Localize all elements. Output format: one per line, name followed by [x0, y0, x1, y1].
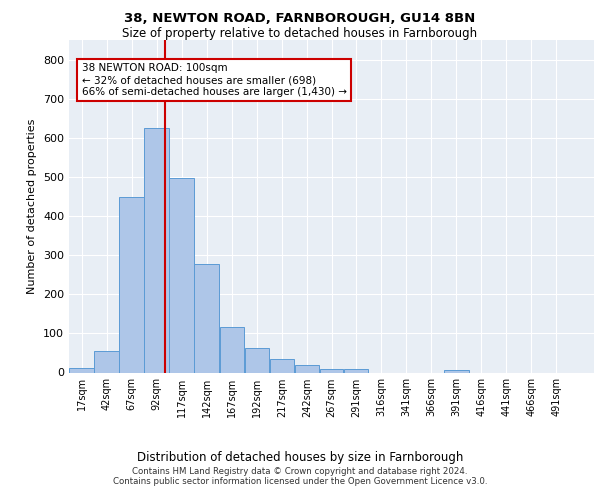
Bar: [169, 178, 194, 372]
Bar: [194, 264, 219, 372]
Bar: [94, 351, 119, 372]
Text: 38, NEWTON ROAD, FARNBOROUGH, GU14 8BN: 38, NEWTON ROAD, FARNBOROUGH, GU14 8BN: [124, 12, 476, 26]
Bar: [269, 359, 294, 372]
Bar: [344, 370, 368, 372]
Text: 38 NEWTON ROAD: 100sqm
← 32% of detached houses are smaller (698)
66% of semi-de: 38 NEWTON ROAD: 100sqm ← 32% of detached…: [82, 64, 347, 96]
Y-axis label: Number of detached properties: Number of detached properties: [28, 118, 37, 294]
Bar: [119, 198, 144, 372]
Bar: [69, 368, 94, 372]
Text: Distribution of detached houses by size in Farnborough: Distribution of detached houses by size …: [137, 451, 463, 464]
Bar: [320, 368, 343, 372]
Bar: [245, 348, 269, 372]
Bar: [444, 370, 469, 372]
Bar: [220, 326, 244, 372]
Text: Size of property relative to detached houses in Farnborough: Size of property relative to detached ho…: [122, 28, 478, 40]
Bar: [145, 128, 169, 372]
Bar: [295, 366, 319, 372]
Text: Contains HM Land Registry data © Crown copyright and database right 2024.: Contains HM Land Registry data © Crown c…: [132, 467, 468, 476]
Text: Contains public sector information licensed under the Open Government Licence v3: Contains public sector information licen…: [113, 477, 487, 486]
